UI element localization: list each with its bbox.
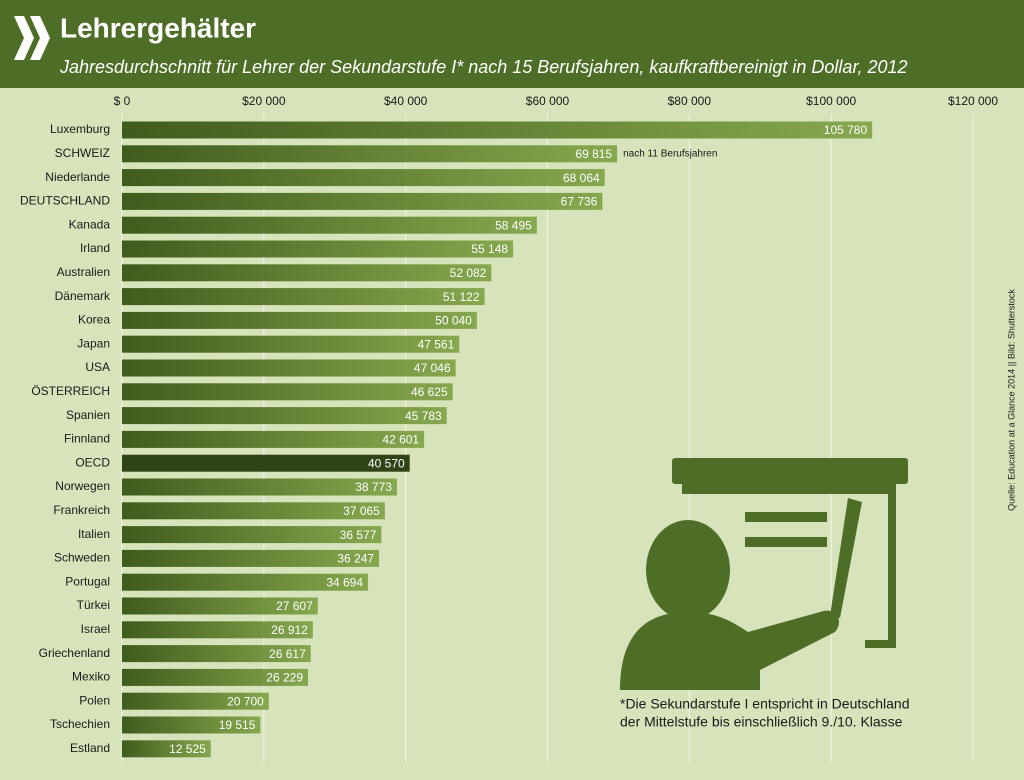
value-label: 58 495 (495, 218, 532, 232)
bar (122, 145, 618, 163)
bar (122, 407, 447, 425)
value-label: 47 046 (414, 361, 451, 375)
category-label: Kanada (69, 217, 111, 231)
value-label: 47 561 (418, 337, 455, 351)
chart-subtitle: Jahresdurchschnitt für Lehrer der Sekund… (59, 57, 908, 77)
chart-title: Lehrergehälter (60, 12, 256, 43)
bar (122, 454, 410, 472)
value-label: 36 247 (337, 552, 374, 566)
value-label: 26 229 (266, 671, 303, 685)
bar (122, 335, 460, 353)
value-label: 69 815 (575, 147, 612, 161)
x-tick-label: $120 000 (948, 94, 998, 108)
bar (122, 430, 425, 448)
category-label: Australien (57, 265, 110, 279)
teacher-illustration (620, 458, 908, 690)
x-tick-label: $60 000 (526, 94, 570, 108)
value-label: 27 607 (276, 599, 313, 613)
value-label: 38 773 (355, 480, 392, 494)
value-label: 26 617 (269, 647, 306, 661)
category-label: Niederlande (45, 170, 110, 184)
value-label: 67 736 (561, 195, 598, 209)
value-label: 37 065 (343, 504, 380, 518)
category-label: Tschechien (50, 717, 110, 731)
value-label: 19 515 (219, 718, 256, 732)
bar (122, 359, 456, 377)
value-label: 45 783 (405, 409, 442, 423)
bar (122, 121, 873, 139)
category-label: Schweden (54, 551, 110, 565)
bar (122, 192, 603, 210)
category-label: Luxemburg (50, 122, 110, 136)
category-label: Korea (78, 313, 110, 327)
bar (122, 478, 397, 496)
value-label: 12 525 (169, 742, 206, 756)
bar (122, 597, 318, 615)
bar (122, 216, 537, 234)
value-label: 40 570 (368, 456, 405, 470)
category-label: DEUTSCHLAND (20, 194, 110, 208)
category-label: Frankreich (53, 503, 110, 517)
value-label: 46 625 (411, 385, 448, 399)
value-label: 42 601 (382, 433, 419, 447)
value-label: 51 122 (443, 290, 480, 304)
source: Quelle: Education at a Glance 2014 || Bi… (1006, 289, 1016, 511)
category-label: Türkei (77, 598, 110, 612)
value-label: 26 912 (271, 623, 308, 637)
bar (122, 692, 269, 710)
bar (122, 240, 514, 258)
category-label: Griechenland (39, 646, 110, 660)
bar (122, 311, 477, 329)
bar (122, 549, 380, 567)
value-label: 50 040 (435, 314, 472, 328)
x-tick-label: $80 000 (668, 94, 712, 108)
annotation: nach 11 Berufsjahren (623, 148, 717, 159)
category-label: Dänemark (55, 289, 111, 303)
category-label: Italien (78, 527, 110, 541)
bar (122, 169, 605, 187)
bar (122, 383, 453, 401)
bar (122, 668, 309, 686)
category-label: Finnland (64, 432, 110, 446)
bar (122, 264, 492, 282)
category-label: ÖSTERREICH (31, 384, 110, 398)
category-label: OECD (75, 455, 110, 469)
value-label: 105 780 (824, 123, 868, 137)
category-label: SCHWEIZ (55, 146, 110, 160)
value-label: 52 082 (450, 266, 487, 280)
x-tick-label: $100 000 (806, 94, 856, 108)
bar (122, 740, 211, 758)
category-label: Irland (80, 241, 110, 255)
value-label: 36 577 (340, 528, 377, 542)
bar (122, 573, 369, 591)
bar (122, 288, 485, 306)
category-label: Estland (70, 741, 110, 755)
x-tick-label: $ 0 (114, 94, 131, 108)
category-label: Japan (77, 336, 110, 350)
category-label: Spanien (66, 408, 110, 422)
value-label: 55 148 (471, 242, 508, 256)
category-label: Polen (79, 693, 110, 707)
footnote: *Die Sekundarstufe I entspricht in Deuts… (620, 696, 910, 712)
bar (122, 502, 385, 520)
value-label: 34 694 (326, 575, 363, 589)
value-label: 20 700 (227, 694, 264, 708)
x-tick-label: $20 000 (242, 94, 286, 108)
category-label: Norwegen (55, 479, 110, 493)
logo (14, 16, 50, 60)
bar (122, 526, 382, 544)
header-band (0, 0, 1024, 88)
bar (122, 621, 313, 639)
value-label: 68 064 (563, 171, 600, 185)
category-label: Mexiko (72, 670, 110, 684)
bar (122, 716, 261, 734)
category-label: Portugal (65, 574, 110, 588)
x-tick-label: $40 000 (384, 94, 428, 108)
bar (122, 645, 311, 663)
category-label: Israel (81, 622, 110, 636)
category-label: USA (85, 360, 110, 374)
footnote: der Mittelstufe bis einschließlich 9./10… (620, 714, 903, 730)
